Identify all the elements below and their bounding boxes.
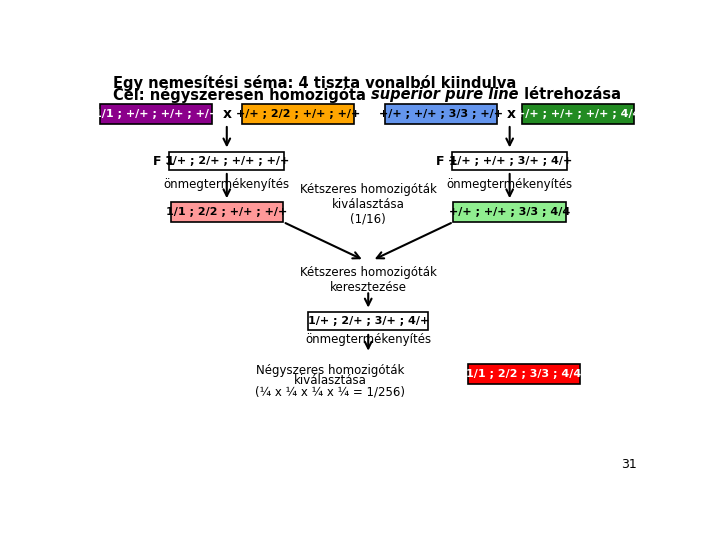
Text: önmegtermékenyítés: önmegtermékenyítés [305,333,431,346]
FancyBboxPatch shape [99,104,212,124]
Text: önmegtermékenyítés: önmegtermékenyítés [446,178,572,191]
Text: x: x [506,107,516,121]
FancyBboxPatch shape [452,152,567,170]
FancyBboxPatch shape [385,104,498,124]
Text: 1/+ ; 2/+ ; +/+ ; +/+: 1/+ ; 2/+ ; +/+ ; +/+ [165,156,289,166]
Text: önmegtermékenyítés: önmegtermékenyítés [163,178,290,191]
Text: 1/+ ; 2/+ ; 3/+ ; 4/+: 1/+ ; 2/+ ; 3/+ ; 4/+ [307,316,429,326]
Text: superior pure line: superior pure line [372,87,518,102]
Text: +/+ ; +/+ ; 3/3 ; +/+: +/+ ; +/+ ; 3/3 ; +/+ [379,109,503,119]
Text: x: x [222,107,232,121]
Text: Négyszeres homozigóták: Négyszeres homozigóták [256,363,405,376]
Text: +/+ ; +/+ ; +/+ ; 4/4: +/+ ; +/+ ; +/+ ; 4/4 [516,109,641,119]
FancyBboxPatch shape [241,104,354,124]
Text: F 1: F 1 [153,154,175,167]
FancyBboxPatch shape [169,152,284,170]
Text: F 1: F 1 [436,154,458,167]
Text: kiválasztása: kiválasztása [294,374,366,387]
Text: +/+ ; 2/2 ; +/+ ; +/+: +/+ ; 2/2 ; +/+ ; +/+ [235,109,360,119]
Text: 1/1 ; 2/2 ; +/+ ; +/+: 1/1 ; 2/2 ; +/+ ; +/+ [166,207,287,217]
Text: 1/1 ; 2/2 ; 3/3 ; 4/4: 1/1 ; 2/2 ; 3/3 ; 4/4 [467,369,582,379]
FancyBboxPatch shape [308,312,428,330]
Text: +/+ ; +/+ ; 3/3 ; 4/4: +/+ ; +/+ ; 3/3 ; 4/4 [449,207,570,217]
FancyBboxPatch shape [171,202,283,222]
Text: Cél: négyszeresen homozigóta: Cél: négyszeresen homozigóta [113,87,372,103]
Text: létrehozása: létrehozása [518,87,621,102]
Text: +/+ ; +/+ ; 3/+ ; 4/+: +/+ ; +/+ ; 3/+ ; 4/+ [448,156,572,166]
FancyBboxPatch shape [454,202,566,222]
Text: Egy nemesítési séma: 4 tiszta vonalból kiindulva: Egy nemesítési séma: 4 tiszta vonalból k… [113,75,516,91]
Text: 31: 31 [621,458,636,471]
Text: (¼ x ¼ x ¼ x ¼ = 1/256): (¼ x ¼ x ¼ x ¼ = 1/256) [256,385,405,398]
FancyBboxPatch shape [522,104,634,124]
Text: Kétszeres homozigóták
kiválasztása
(1/16): Kétszeres homozigóták kiválasztása (1/16… [300,183,436,226]
Text: Kétszeres homozigóták
keresztezése: Kétszeres homozigóták keresztezése [300,266,436,294]
FancyBboxPatch shape [468,364,580,384]
Text: 1/1 ; +/+ ; +/+ ; +/+: 1/1 ; +/+ ; +/+ ; +/+ [94,109,218,119]
